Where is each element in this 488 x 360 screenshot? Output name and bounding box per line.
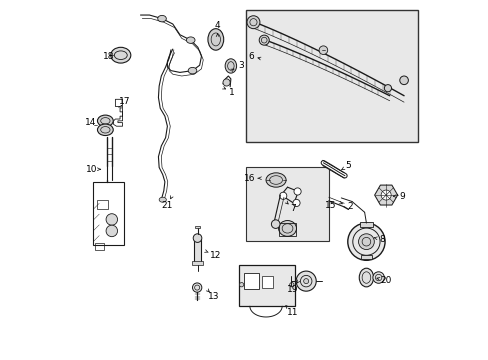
Ellipse shape <box>224 59 236 73</box>
Text: 11: 11 <box>286 308 298 317</box>
Ellipse shape <box>97 115 113 127</box>
Text: 15: 15 <box>324 201 336 210</box>
Circle shape <box>372 272 384 283</box>
Circle shape <box>106 214 117 225</box>
Bar <box>94 243 103 250</box>
Circle shape <box>223 79 230 86</box>
Text: 6: 6 <box>248 52 254 61</box>
Circle shape <box>303 279 308 284</box>
Text: 13: 13 <box>208 292 219 301</box>
Text: 18: 18 <box>102 52 114 61</box>
Text: 4: 4 <box>214 21 220 30</box>
Text: 12: 12 <box>210 251 221 260</box>
Circle shape <box>271 220 280 228</box>
Bar <box>97 200 108 209</box>
Circle shape <box>193 234 202 242</box>
Text: 3: 3 <box>238 61 244 70</box>
Text: 9: 9 <box>399 192 405 201</box>
Circle shape <box>399 76 407 85</box>
Ellipse shape <box>359 268 373 287</box>
Circle shape <box>192 283 202 292</box>
Text: 20: 20 <box>380 276 391 285</box>
Text: 7: 7 <box>289 204 295 213</box>
Ellipse shape <box>265 173 285 187</box>
Ellipse shape <box>110 47 131 63</box>
Text: 8: 8 <box>379 235 385 244</box>
Ellipse shape <box>159 197 166 202</box>
Ellipse shape <box>207 29 223 50</box>
Bar <box>246 167 328 241</box>
Ellipse shape <box>188 67 196 74</box>
Bar <box>239 265 294 306</box>
Ellipse shape <box>278 221 296 236</box>
Text: 5: 5 <box>345 161 351 170</box>
Text: 17: 17 <box>119 96 130 105</box>
Circle shape <box>319 46 327 54</box>
Bar <box>262 276 273 288</box>
Text: 19: 19 <box>286 285 298 294</box>
Text: 10: 10 <box>86 165 98 174</box>
Bar <box>246 10 418 142</box>
Circle shape <box>384 85 391 92</box>
Circle shape <box>259 35 269 45</box>
Circle shape <box>289 283 293 287</box>
Circle shape <box>239 283 244 287</box>
Text: 21: 21 <box>162 201 173 210</box>
Circle shape <box>358 234 373 249</box>
Text: 1: 1 <box>228 87 234 96</box>
Bar <box>279 223 295 235</box>
Circle shape <box>296 271 316 291</box>
Bar <box>193 239 201 262</box>
Circle shape <box>292 199 300 207</box>
Bar <box>359 222 372 226</box>
Circle shape <box>347 223 384 260</box>
Bar <box>93 182 123 244</box>
Circle shape <box>293 188 301 195</box>
Bar <box>244 273 258 289</box>
Ellipse shape <box>158 15 166 22</box>
Text: 16: 16 <box>244 174 255 183</box>
Text: 2: 2 <box>347 202 352 211</box>
Text: 14: 14 <box>84 118 96 127</box>
Polygon shape <box>374 185 397 205</box>
Ellipse shape <box>97 124 113 135</box>
Circle shape <box>106 225 117 237</box>
Circle shape <box>380 190 390 200</box>
Bar <box>195 226 200 228</box>
Ellipse shape <box>186 37 195 43</box>
Circle shape <box>279 192 286 199</box>
Bar <box>360 255 371 259</box>
Bar <box>191 261 203 265</box>
Circle shape <box>246 16 260 29</box>
